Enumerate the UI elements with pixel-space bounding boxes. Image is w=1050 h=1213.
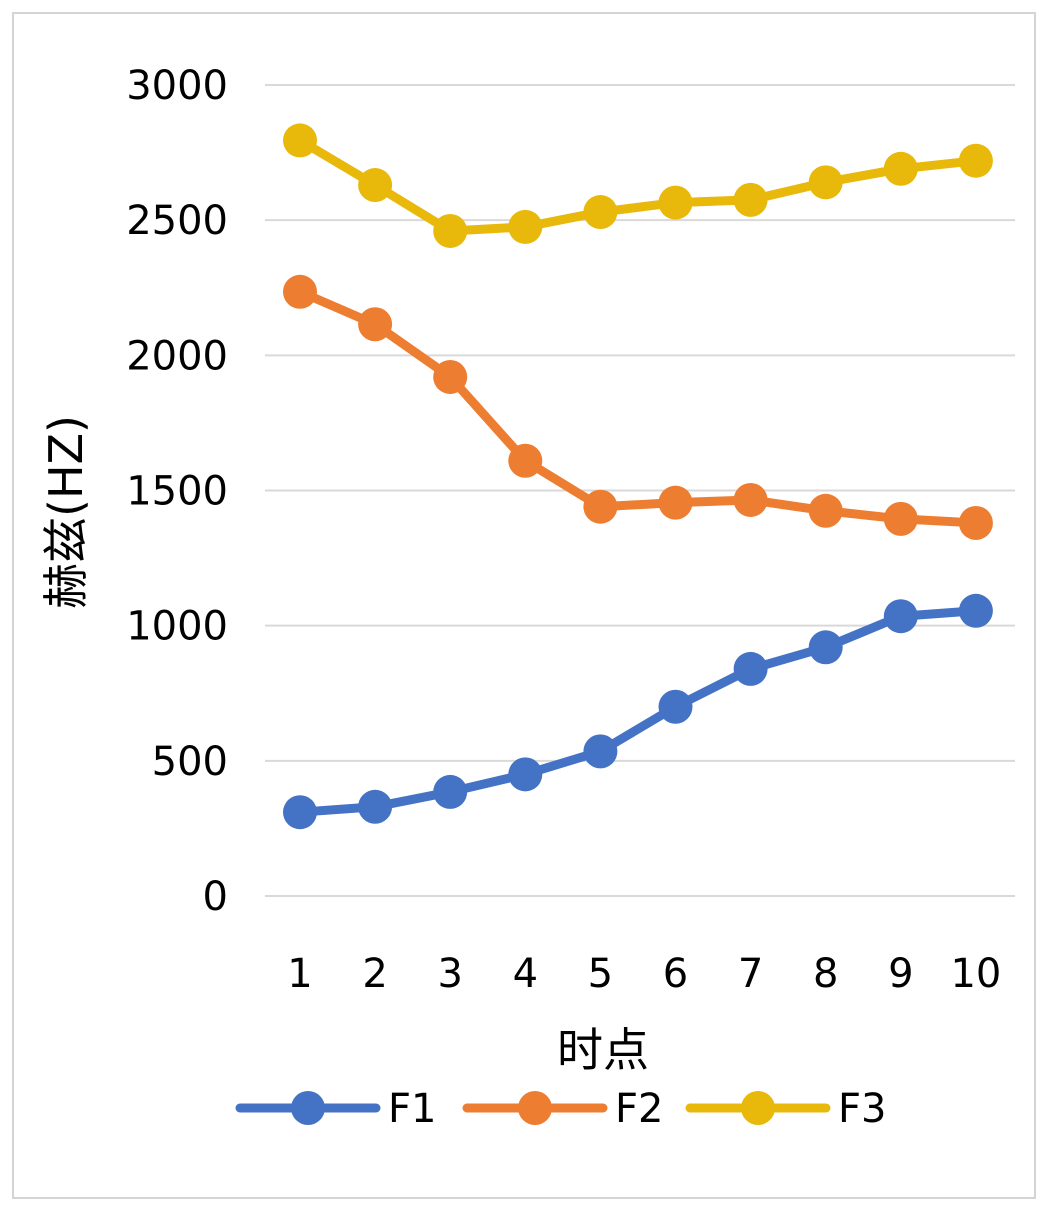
y-axis-ticks: 0 500 1000 1500 2000 2500 3000 <box>126 63 228 920</box>
data-point-f3 <box>958 143 993 178</box>
x-axis-title: 时点 <box>557 1023 649 1077</box>
legend-label: F1 <box>388 1086 436 1132</box>
legend: F1 F2 F3 <box>235 1086 886 1132</box>
data-point-f2 <box>583 489 618 524</box>
legend-swatch-marker <box>741 1091 775 1125</box>
series-f3 <box>283 123 993 248</box>
data-point-f3 <box>358 168 393 203</box>
data-point-f2 <box>433 359 468 394</box>
x-tick-label: 5 <box>588 951 613 997</box>
legend-label: F3 <box>838 1086 886 1132</box>
x-tick-label: 6 <box>663 951 688 997</box>
data-point-f1 <box>583 734 618 769</box>
gridlines <box>265 84 1015 897</box>
legend-item-f1: F1 <box>235 1086 436 1132</box>
data-point-f2 <box>733 482 768 517</box>
series-line-f2 <box>295 287 981 528</box>
data-point-f2 <box>358 307 393 342</box>
legend-item-f2: F2 <box>462 1086 663 1132</box>
series-line-f3 <box>295 135 981 236</box>
data-point-f1 <box>733 651 768 686</box>
data-point-f3 <box>808 165 843 200</box>
data-point-f2 <box>958 505 993 540</box>
data-point-f1 <box>283 795 317 830</box>
data-point-f2 <box>508 443 543 478</box>
y-tick-label: 500 <box>152 739 228 785</box>
data-point-f1 <box>433 774 468 809</box>
data-point-f3 <box>433 213 468 248</box>
legend-swatch-marker <box>518 1091 552 1125</box>
x-axis-ticks: 1 2 3 4 5 6 7 8 9 10 <box>287 951 1001 997</box>
y-tick-label: 3000 <box>126 63 228 109</box>
y-tick-label: 2000 <box>126 333 228 379</box>
chart-frame <box>12 12 1036 1199</box>
x-tick-label: 4 <box>513 951 538 997</box>
data-point-f2 <box>658 485 693 520</box>
x-tick-label: 3 <box>437 951 462 997</box>
data-point-f2 <box>883 501 918 536</box>
x-tick-label: 7 <box>738 951 763 997</box>
data-point-f3 <box>733 182 768 217</box>
y-tick-label: 2500 <box>126 198 228 244</box>
series-f1 <box>283 593 993 830</box>
series-line-f1 <box>295 606 981 817</box>
data-point-f1 <box>808 630 843 665</box>
legend-item-f3: F3 <box>685 1086 886 1132</box>
data-point-f2 <box>283 274 317 309</box>
y-tick-label: 1000 <box>126 604 228 650</box>
y-tick-label: 0 <box>203 874 228 920</box>
series-f2 <box>283 274 993 540</box>
legend-label: F2 <box>615 1086 663 1132</box>
x-tick-label: 9 <box>888 951 913 997</box>
data-point-f1 <box>508 757 543 792</box>
legend-swatch-marker <box>291 1091 325 1125</box>
data-point-f3 <box>283 123 317 158</box>
x-tick-label: 2 <box>362 951 387 997</box>
data-point-f1 <box>958 593 993 628</box>
x-tick-label: 10 <box>950 951 1001 997</box>
x-tick-label: 8 <box>813 951 838 997</box>
data-point-f1 <box>658 689 693 724</box>
series-group <box>283 123 993 830</box>
data-point-f3 <box>508 209 543 244</box>
data-point-f1 <box>358 789 393 824</box>
data-point-f3 <box>883 151 918 186</box>
y-tick-label: 1500 <box>126 469 228 515</box>
data-point-f3 <box>658 185 693 220</box>
y-axis-title: 赫兹(HZ) <box>39 415 93 609</box>
data-point-f2 <box>808 493 843 528</box>
x-tick-label: 1 <box>287 951 312 997</box>
data-point-f1 <box>883 599 918 634</box>
data-point-f3 <box>583 195 618 230</box>
